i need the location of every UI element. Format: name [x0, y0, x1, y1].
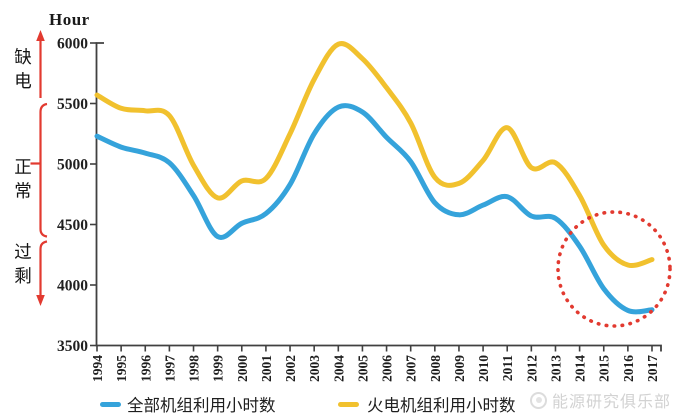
- x-axis-tick-label: 2015: [597, 355, 612, 382]
- x-axis-tick-label: 2008: [428, 355, 443, 382]
- surplus-down-arrowhead: [36, 295, 45, 306]
- series-lines: [94, 41, 655, 315]
- x-axis-tick-label: 1995: [114, 355, 129, 382]
- zone-label-shortage: 缺电: [14, 47, 32, 91]
- x-axis-tick-label: 2002: [283, 355, 298, 382]
- x-axis-tick-label: 2010: [476, 355, 491, 382]
- x-axis-tick-label: 1999: [211, 355, 226, 382]
- x-axis-tick-label: 2016: [621, 355, 636, 382]
- normal-range-bracket: [39, 102, 48, 238]
- axes: [90, 42, 662, 352]
- y-axis-tick-label: 4000: [57, 278, 88, 295]
- legend-swatch-thermal-units: [338, 402, 359, 407]
- x-axis-tick-label: 2009: [452, 355, 467, 382]
- x-axis-tick-label: 2013: [548, 355, 563, 382]
- y-axis-tick-label: 5500: [57, 96, 88, 113]
- x-axis-tick-label: 2011: [500, 355, 515, 382]
- x-axis-tick-label: 1997: [162, 355, 177, 382]
- x-axis-tick-label: 2004: [331, 355, 346, 382]
- zone-label-surplus: 过剩: [14, 242, 32, 286]
- shortage-up-arrowhead: [36, 30, 45, 41]
- y-axis-tick-label: 6000: [57, 36, 88, 53]
- zone-label-normal: 正常: [14, 157, 32, 201]
- surplus-arrow-shaft: [39, 240, 48, 296]
- zone-range-annotations: [30, 30, 48, 306]
- legend-label-thermal-units: 火电机组利用小时数: [367, 397, 516, 415]
- watermark-logo-icon: [530, 391, 547, 409]
- x-axis-tick-label: 2017: [645, 355, 660, 382]
- legend-swatch-all-units: [100, 402, 121, 407]
- x-axis-tick-label: 2006: [380, 355, 395, 382]
- x-axis-tick-label: 1994: [90, 355, 105, 382]
- x-axis-tick-label: 2003: [307, 355, 322, 382]
- x-axis-tick-label: 2001: [259, 355, 274, 382]
- x-axis-tick-label: 1996: [138, 355, 153, 382]
- x-axis-tick-label: 2000: [235, 355, 250, 382]
- line-thermal-units: [94, 41, 655, 269]
- y-axis-tick-label: 3500: [57, 338, 88, 355]
- x-axis-tick-label: 2007: [404, 355, 419, 382]
- x-axis-tick-label: 2012: [524, 355, 539, 382]
- watermark: 能源研究俱乐部: [530, 389, 671, 411]
- x-axis-tick-label: 1998: [187, 355, 202, 382]
- y-axis-tick-label: 4500: [57, 217, 88, 234]
- x-axis-tick-label: 2005: [355, 355, 370, 382]
- watermark-text: 能源研究俱乐部: [552, 394, 672, 411]
- y-axis-title: Hour: [49, 10, 90, 29]
- highlight-dotted-circle: [556, 210, 672, 328]
- line-all-units: [94, 103, 655, 315]
- x-axis-tick-label: 2014: [573, 355, 588, 382]
- legend-label-all-units: 全部机组利用小时数: [127, 397, 276, 415]
- y-axis-tick-label: 5000: [57, 157, 88, 174]
- axis-frame: [95, 42, 662, 352]
